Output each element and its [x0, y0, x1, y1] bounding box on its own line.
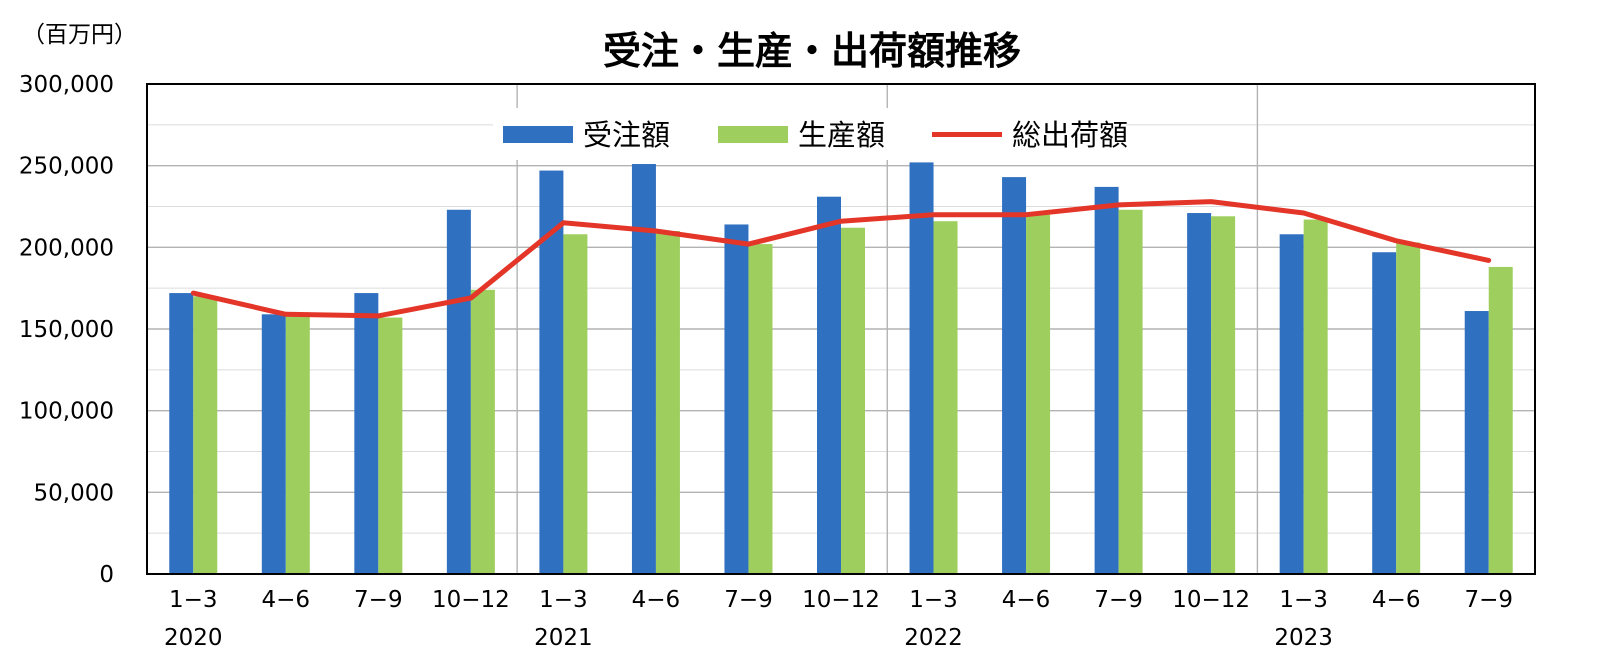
bar-orders: [1002, 177, 1027, 574]
bars: [169, 162, 1513, 575]
x-year-label: 2021: [534, 625, 593, 651]
legend: 受注額 生産額 総出荷額: [493, 108, 1128, 160]
x-year-label: 2020: [164, 625, 223, 651]
x-tick-label: 10−12: [432, 587, 510, 613]
x-tick-label: 4−6: [1002, 587, 1051, 613]
legend-label: 受注額: [583, 118, 670, 152]
bar-production: [1118, 209, 1143, 574]
bar-production: [655, 231, 680, 574]
bar-orders: [1464, 311, 1489, 574]
bar-production: [378, 317, 403, 574]
y-tick-label: 300,000: [19, 72, 114, 98]
bar-orders: [724, 224, 749, 574]
y-tick-label: 100,000: [19, 399, 114, 425]
x-tick-label: 1−3: [909, 587, 958, 613]
x-tick-label: 7−9: [724, 587, 773, 613]
line-shipments: [190, 199, 1492, 319]
bar-production: [1488, 266, 1513, 574]
bar-production: [1303, 219, 1328, 575]
bar-orders: [909, 162, 934, 574]
bar-production: [193, 296, 218, 574]
bar-production: [933, 221, 958, 574]
legend-item: 受注額: [503, 118, 670, 152]
bar-orders: [354, 293, 379, 574]
plot-frame: [146, 83, 1536, 575]
bar-production: [1026, 214, 1051, 574]
bar-production: [1396, 242, 1421, 574]
x-year-label: 2023: [1274, 625, 1333, 651]
x-tick-label: 10−12: [802, 587, 880, 613]
x-tick-label: 4−6: [1372, 587, 1421, 613]
bar-orders: [169, 293, 194, 574]
legend-item: 生産額: [718, 118, 885, 152]
legend-background: [493, 108, 1126, 160]
x-tick-label: 4−6: [262, 587, 311, 613]
y-tick-label: 250,000: [19, 154, 114, 180]
y-axis-ticks: 0 50,000 100,000 150,000 200,000 250,000 300,0…: [19, 72, 114, 588]
bar-orders: [817, 196, 841, 574]
x-tick-label: 10−12: [1172, 587, 1250, 613]
x-tick-label: 1−3: [169, 587, 218, 613]
x-axis-ticks: 1−3 4−6 7−9 10−12 1−3 4−6 7−9 10−12 1−3 4−6 7−9 10−…: [169, 587, 1513, 613]
x-tick-label: 4−6: [632, 587, 681, 613]
bar-production: [563, 234, 588, 574]
legend-label: 生産額: [798, 118, 885, 152]
y-unit-label: （百万円）: [22, 22, 137, 48]
y-tick-label: 150,000: [19, 317, 114, 343]
legend-label: 総出荷額: [1012, 118, 1128, 152]
legend-item: 総出荷額: [932, 118, 1128, 152]
x-tick-label: 7−9: [1094, 587, 1143, 613]
x-tick-label: 1−3: [1279, 587, 1328, 613]
bar-production: [748, 244, 773, 575]
year-dividers: [516, 84, 1259, 574]
x-tick-label: 1−3: [539, 587, 588, 613]
bar-orders: [1372, 252, 1397, 574]
bar-orders: [1094, 186, 1119, 574]
y-tick-label: 50,000: [34, 480, 114, 506]
y-tick-label: 200,000: [19, 235, 114, 261]
x-year-label: 2022: [904, 625, 963, 651]
legend-swatch: [718, 126, 788, 143]
bar-orders: [1279, 234, 1304, 574]
line-series: [190, 199, 1492, 319]
legend-swatch: [503, 126, 573, 143]
bar-orders: [261, 314, 286, 574]
bar-production: [841, 227, 865, 574]
bar-production: [285, 314, 310, 574]
y-tick-label: 0: [99, 562, 114, 588]
x-tick-label: 7−9: [354, 587, 403, 613]
x-axis-years: 2020 2021 2022 2023: [164, 625, 1333, 651]
bar-orders: [631, 164, 656, 575]
bar-production: [470, 289, 495, 574]
bar-orders: [1187, 213, 1212, 575]
x-tick-label: 7−9: [1464, 587, 1513, 613]
bar-production: [1211, 216, 1236, 575]
bar-orders: [446, 209, 471, 574]
chart-title: 受注・生産・出荷額推移: [603, 29, 1021, 73]
